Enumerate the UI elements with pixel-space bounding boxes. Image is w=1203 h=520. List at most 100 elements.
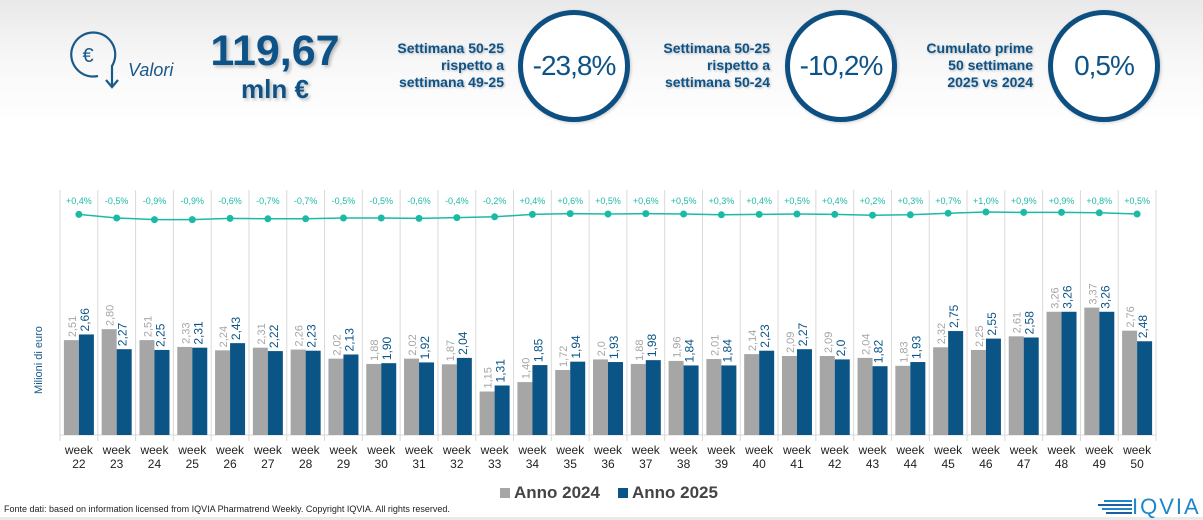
bar-label-2025: 2,22: [267, 324, 281, 348]
bar-2024: [970, 349, 986, 435]
bar-label-2024: 2,02: [407, 334, 419, 355]
bar-2024: [441, 364, 457, 435]
bar-label-2025: 1,93: [909, 335, 923, 359]
cumulative-label: -0,5%: [369, 196, 393, 206]
bar-label-2025: 2,25: [153, 323, 167, 347]
bar-label-2024: 2,76: [1125, 306, 1137, 327]
bar-2024: [1008, 336, 1024, 435]
bar-2024: [517, 382, 533, 435]
x-tick-label: week: [253, 443, 283, 457]
valori-label: Valori: [128, 60, 174, 80]
cumulative-point: [226, 214, 234, 222]
bar-2024: [819, 355, 835, 435]
kpi-label-line: Settimana 50-25: [663, 40, 770, 56]
bar-label-2025: 1,85: [531, 338, 545, 362]
kpi-circle-yoy-week: -10,2%: [785, 10, 897, 122]
cumulative-point: [831, 210, 839, 218]
bar-2025: [645, 360, 661, 435]
bar-label-2025: 2,66: [78, 308, 92, 332]
kpi-label-line: Cumulato prime: [926, 40, 1033, 56]
bar-label-2024: 1,88: [634, 340, 646, 361]
x-tick-label: 35: [564, 457, 578, 471]
cumulative-point: [906, 211, 914, 219]
cumulative-point: [150, 216, 158, 224]
cumulative-label: +1,0%: [973, 196, 999, 206]
iqvia-logo-icon: [1098, 500, 1132, 514]
x-tick-label: week: [328, 443, 358, 457]
cumulative-point: [566, 210, 574, 218]
bar-2025: [872, 366, 888, 435]
cumulative-point: [339, 214, 347, 222]
cumulative-label: +0,6%: [633, 196, 659, 206]
x-tick-label: week: [1084, 443, 1114, 457]
bar-label-2024: 1,15: [483, 367, 495, 388]
bar-label-2025: 1,31: [494, 359, 508, 383]
cumulative-label: -0,6%: [218, 196, 242, 206]
bar-2025: [608, 362, 623, 435]
bar-label-2024: 2,32: [936, 323, 948, 344]
total-value: 119,67 mln €: [190, 28, 360, 104]
x-tick-label: 41: [790, 457, 804, 471]
cumulative-label: +0,7%: [935, 196, 961, 206]
x-tick-label: 32: [450, 457, 464, 471]
bar-2025: [305, 350, 321, 435]
cumulative-point: [717, 211, 725, 219]
x-tick-label: 50: [1130, 457, 1144, 471]
bar-label-2025: 3,26: [1098, 285, 1112, 309]
cumulative-label: +0,8%: [1086, 196, 1112, 206]
bar-label-2025: 2,13: [342, 328, 356, 352]
bar-label-2024: 2,01: [709, 335, 721, 356]
cumulative-point: [755, 210, 763, 218]
kpi-circle-cumulative: 0,5%: [1048, 10, 1160, 122]
x-tick-label: week: [291, 443, 321, 457]
x-tick-label: 33: [488, 457, 502, 471]
cumulative-point: [528, 210, 536, 218]
x-tick-label: 36: [601, 457, 615, 471]
kpi-label-line: 2025 vs 2024: [947, 74, 1033, 90]
legend-swatch-2024: [500, 488, 510, 498]
bar-label-2024: 3,26: [1050, 287, 1062, 308]
x-tick-label: 45: [941, 457, 955, 471]
total-value-number: 119,67: [210, 27, 340, 75]
cumulative-label: +0,4%: [520, 196, 546, 206]
kpi-label-line: settimana 49-25: [398, 74, 504, 90]
bar-2024: [479, 391, 495, 435]
kpi-value: -10,2%: [799, 50, 884, 81]
bar-label-2024: 1,83: [898, 341, 910, 362]
x-tick-label: week: [706, 443, 736, 457]
cumulative-point: [793, 210, 801, 218]
bar-2025: [419, 362, 435, 435]
legend-swatch-2025: [617, 488, 628, 498]
cumulative-point: [377, 214, 385, 222]
x-tick-label: week: [555, 443, 585, 457]
bar-2025: [381, 363, 397, 435]
cumulative-point: [604, 210, 612, 218]
bar-2025: [721, 365, 737, 435]
cumulative-point: [264, 215, 272, 223]
x-tick-label: week: [480, 443, 510, 457]
iqvia-logo-text: IQVIA: [1132, 494, 1201, 519]
bar-2025: [759, 350, 775, 435]
bar-label-2025: 1,94: [569, 335, 583, 359]
x-tick-label: week: [1009, 443, 1039, 457]
legend-label: Anno 2025: [631, 483, 718, 502]
x-tick-label: week: [64, 443, 94, 457]
x-tick-label: 39: [715, 457, 729, 471]
cumulative-point: [680, 210, 688, 218]
x-tick-label: week: [404, 443, 434, 457]
cumulative-label: -0,9%: [143, 196, 167, 206]
bar-2025: [1023, 337, 1039, 435]
bar-2025: [532, 365, 548, 435]
cumulative-label: +0,5%: [671, 196, 697, 206]
bar-label-2024: 2,09: [823, 332, 835, 353]
bar-label-2024: 2,09: [785, 332, 797, 353]
cumulative-label: +0,9%: [1011, 196, 1037, 206]
source-footnote: Fonte dati: based on information license…: [4, 504, 450, 514]
cumulative-label: -0,5%: [105, 196, 129, 206]
y-axis-label: Milioni di euro: [33, 326, 45, 394]
cumulative-point: [982, 208, 990, 216]
cumulative-point: [944, 209, 952, 217]
bar-label-2025: 1,82: [872, 340, 886, 364]
bar-label-2025: 2,04: [456, 331, 470, 355]
bar-label-2024: 2,0: [596, 341, 608, 356]
